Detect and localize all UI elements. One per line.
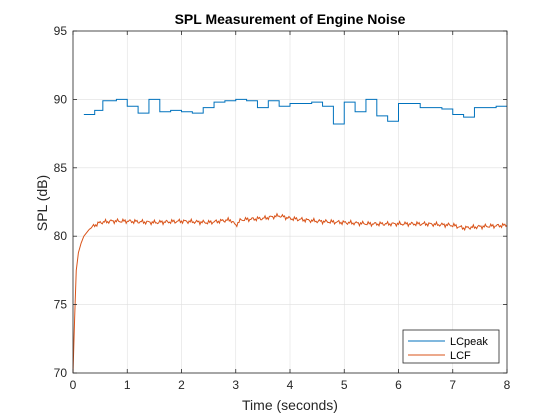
y-tick-label: 70 [54,366,68,380]
x-axis-label: Time (seconds) [242,397,338,413]
series-line-lcf [72,212,508,374]
x-tick-label: 2 [178,378,185,392]
legend: LCpeak LCF [402,329,500,364]
y-axis-label: SPL (dB) [34,175,50,231]
legend-label-lcpeak: LCpeak [450,336,488,348]
x-tick-label: 1 [124,378,131,392]
legend-label-lcf: LCF [450,350,471,362]
series-layer [72,98,508,374]
y-tick-label: 95 [54,24,68,38]
y-tick-label: 90 [54,92,68,106]
x-tick-label: 8 [504,378,511,392]
x-tick-label: 5 [341,378,348,392]
chart-title: SPL Measurement of Engine Noise [175,11,406,27]
x-tick-label: 0 [70,378,77,392]
x-tick-label: 7 [449,378,456,392]
x-tick-label: 6 [395,378,402,392]
y-tick-label: 85 [54,161,68,175]
y-tick-label: 80 [54,229,68,243]
x-tick-label: 4 [287,378,294,392]
x-tick-label: 3 [232,378,239,392]
axis-ticks: 0 1 2 3 4 5 6 7 8 70 75 80 85 90 95 [54,24,511,392]
grid-lines [72,30,508,374]
series-line-lcpeak [83,98,507,125]
y-tick-label: 75 [54,298,68,312]
legend-box [402,329,500,364]
